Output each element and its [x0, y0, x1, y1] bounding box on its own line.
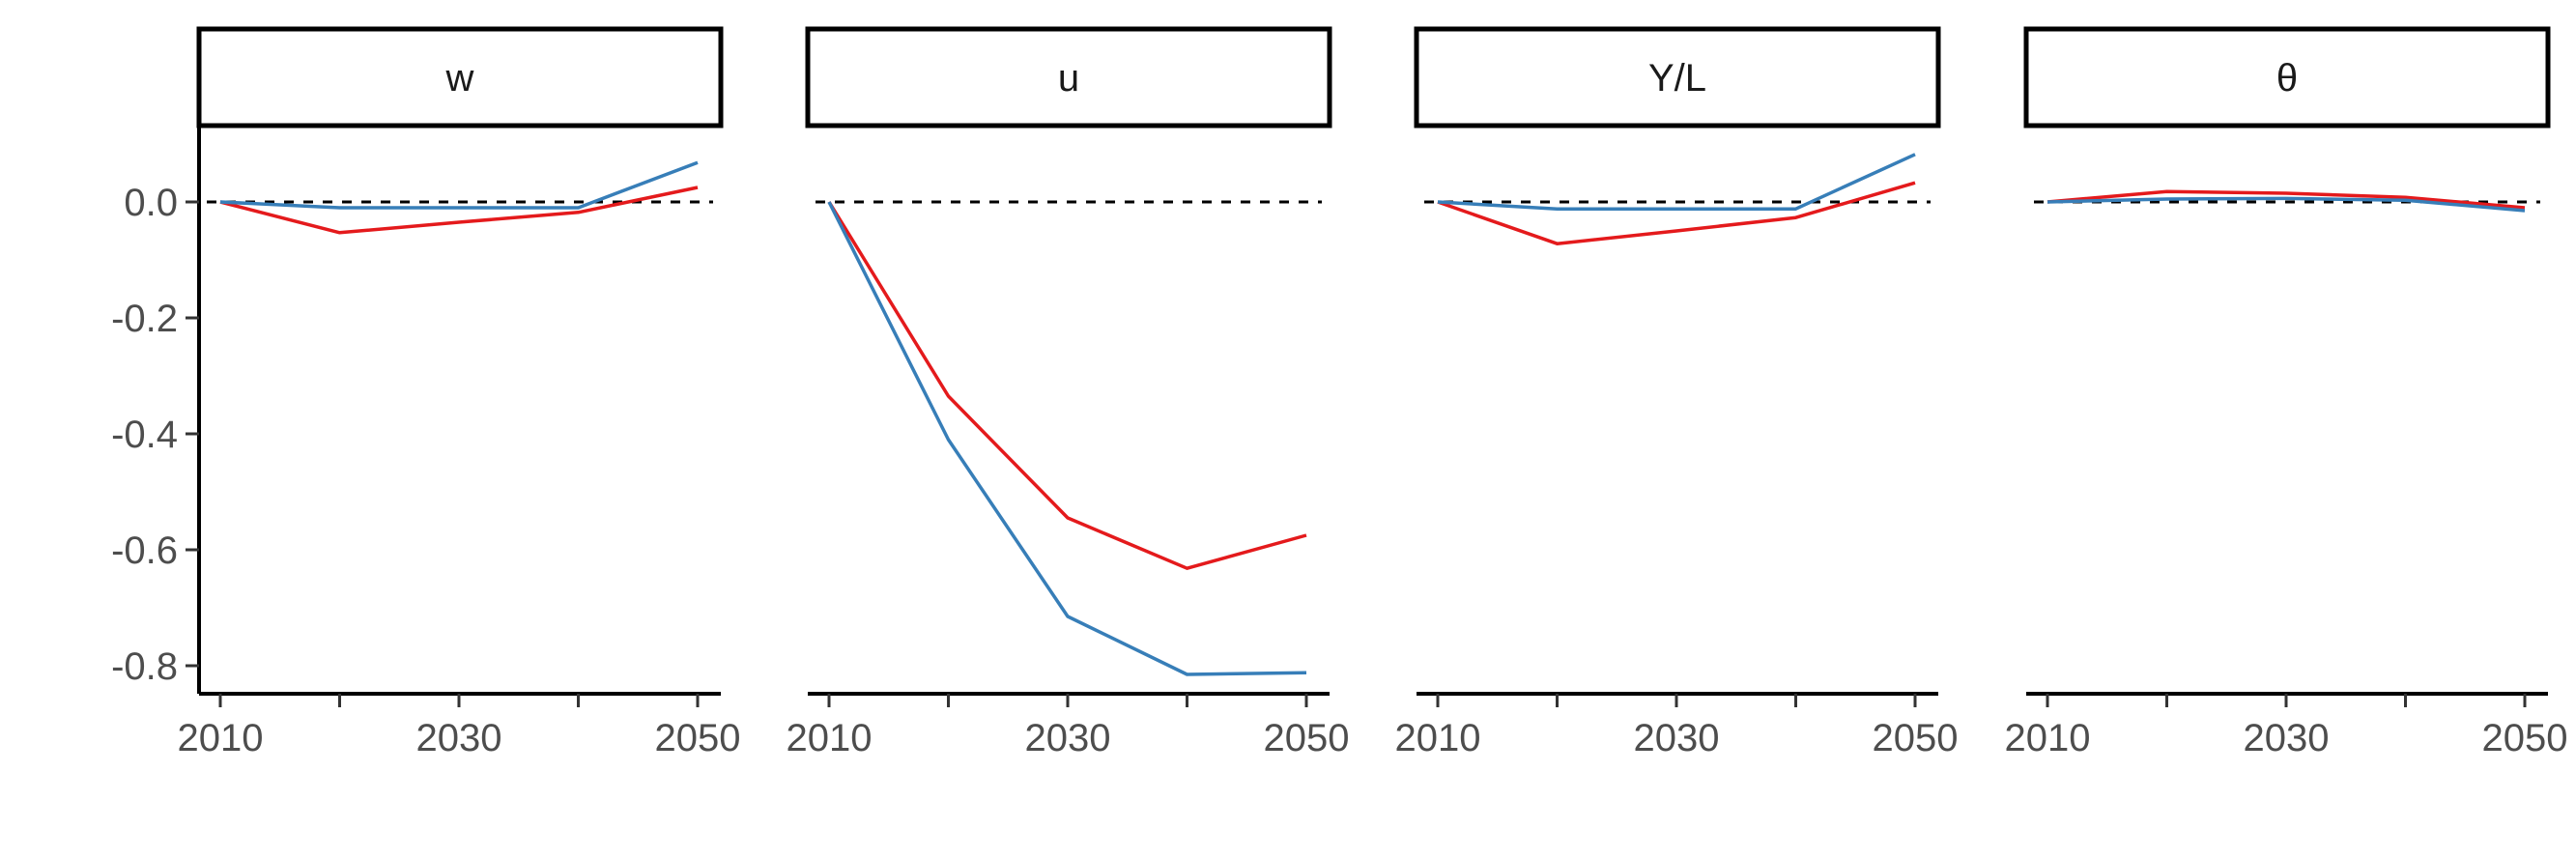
facet-panel: Y/L 2010 2030 2050: [1395, 26, 1959, 759]
x-tick-label: 2030: [2244, 717, 2330, 759]
facet-panel: u 2010 2030 2050: [787, 26, 1350, 759]
facets-group: w 2010 2030 2050 u 2010 2030 2050 Y/L 2010 2030 205…: [178, 26, 2568, 759]
series-line-red: [219, 186, 699, 235]
x-tick-label: 2010: [787, 717, 873, 759]
x-tick-label: 2010: [178, 717, 264, 759]
facet-strip: [2023, 26, 2551, 129]
facet-strip: [1414, 26, 1941, 129]
x-tick-label: 2050: [1264, 717, 1350, 759]
facet-panel: θ 2010 2030 2050: [2005, 26, 2568, 759]
x-tick-label: 2030: [416, 717, 502, 759]
y-tick-label: -0.2: [111, 298, 178, 340]
x-tick-label: 2050: [2482, 717, 2568, 759]
x-tick-label: 2010: [2005, 717, 2091, 759]
series-line-blue: [219, 160, 699, 210]
y-tick-label: 0.0: [124, 182, 178, 224]
x-tick-label: 2030: [1025, 717, 1111, 759]
y-tick-label: -0.4: [111, 414, 178, 456]
facet-panel: w 2010 2030 2050: [178, 26, 741, 759]
y-axis: 0.0 -0.2 -0.4 -0.6 -0.8: [111, 126, 201, 694]
x-tick-label: 2010: [1395, 717, 1481, 759]
facet-strip-label: w: [445, 57, 474, 100]
y-tick-label: -0.6: [111, 529, 178, 572]
series-line-red: [1437, 181, 1916, 245]
x-tick-label: 2050: [1873, 717, 1959, 759]
facet-strip-label: Y/L: [1648, 57, 1706, 100]
series-line-blue: [827, 201, 1307, 676]
series-line-red: [827, 201, 1307, 570]
facet-strip-label: u: [1058, 57, 1079, 100]
facet-strip-label: θ: [2276, 57, 2298, 100]
facet-strip: [196, 26, 724, 129]
y-tick-label: -0.8: [111, 645, 178, 688]
series-line-blue: [2046, 196, 2526, 213]
x-tick-label: 2030: [1634, 717, 1720, 759]
x-tick-label: 2050: [655, 717, 741, 759]
facet-strip: [805, 26, 1332, 129]
series-line-blue: [1437, 153, 1916, 211]
series-line-red: [2046, 189, 2526, 210]
